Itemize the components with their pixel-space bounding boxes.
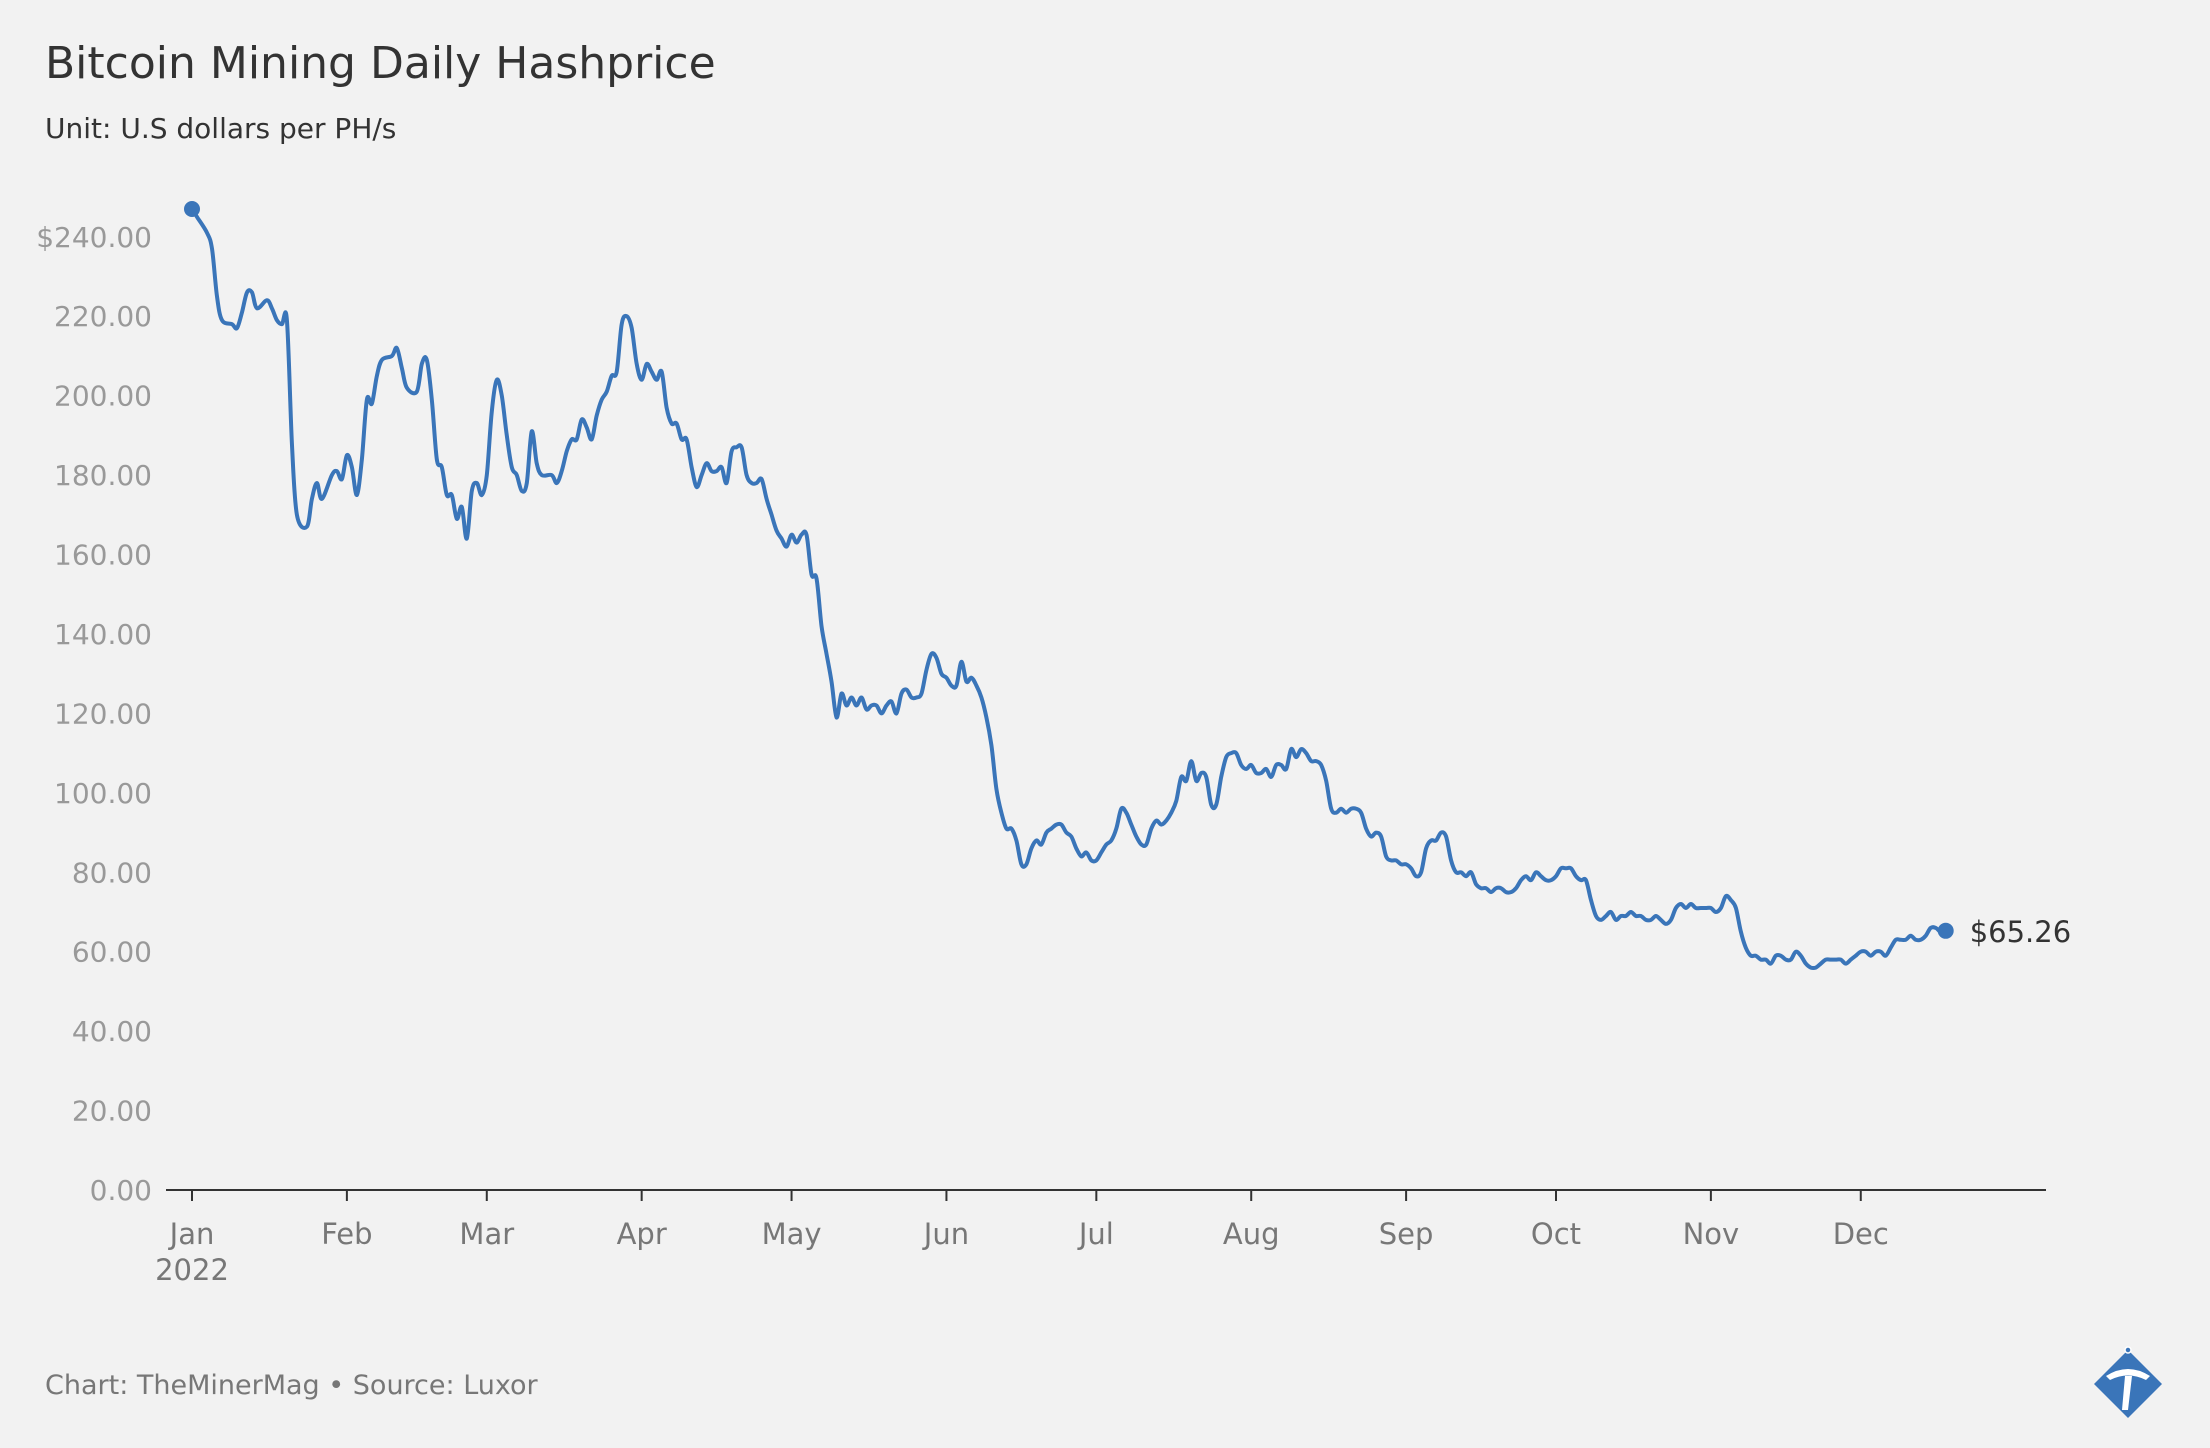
y-tick-label: 0.00 [90, 1174, 152, 1207]
x-tick-label: Jul [1077, 1217, 1114, 1251]
x-tick-label: Jan [168, 1217, 215, 1251]
y-tick-label: 40.00 [72, 1015, 152, 1048]
y-tick-label: 100.00 [54, 777, 152, 810]
theminermag-pickaxe-logo-icon [2088, 1342, 2168, 1426]
y-tick-label: $240.00 [36, 221, 152, 254]
chart-subtitle: Unit: U.S dollars per PH/s [45, 112, 397, 145]
chart-source-credit: Chart: TheMinerMag • Source: Luxor [45, 1370, 538, 1401]
y-tick-label: 200.00 [54, 380, 152, 413]
x-tick-label: Oct [1531, 1217, 1581, 1251]
x-tick-label: Jun [922, 1217, 969, 1251]
y-tick-label: 20.00 [72, 1095, 152, 1128]
y-tick-label: 160.00 [54, 539, 152, 572]
y-tick-label: 120.00 [54, 697, 152, 730]
hashprice-series-line [190, 207, 1948, 971]
series-layer: $65.26 [184, 201, 2071, 971]
series-start-point [184, 201, 200, 217]
x-tick-label: Feb [321, 1217, 372, 1251]
logo-spark [2124, 1346, 2132, 1354]
y-tick-label: 80.00 [72, 856, 152, 889]
x-tick-label: Nov [1683, 1217, 1740, 1251]
x-tick-label: Dec [1833, 1217, 1889, 1251]
y-axis: 0.00 20.00 40.00 60.00 80.00 100.00 120.00 140.… [36, 221, 152, 1207]
y-tick-label: 140.00 [54, 618, 152, 651]
y-tick-label: 60.00 [72, 936, 152, 969]
logo-pickaxe [2106, 1369, 2150, 1410]
y-tick-label: 220.00 [54, 300, 152, 333]
x-tick-label: Aug [1223, 1217, 1280, 1251]
x-tick-label: May [762, 1217, 822, 1251]
x-tick-label: Sep [1379, 1217, 1434, 1251]
series-end-value-label: $65.26 [1970, 915, 2071, 949]
x-tick-label: Apr [617, 1217, 667, 1251]
x-tick-label: Mar [459, 1217, 514, 1251]
series-end-point [1937, 922, 1954, 939]
y-tick-label: 180.00 [54, 459, 152, 492]
x-tick-year-label: 2022 [155, 1253, 229, 1287]
chart-title: Bitcoin Mining Daily Hashprice [45, 38, 716, 89]
